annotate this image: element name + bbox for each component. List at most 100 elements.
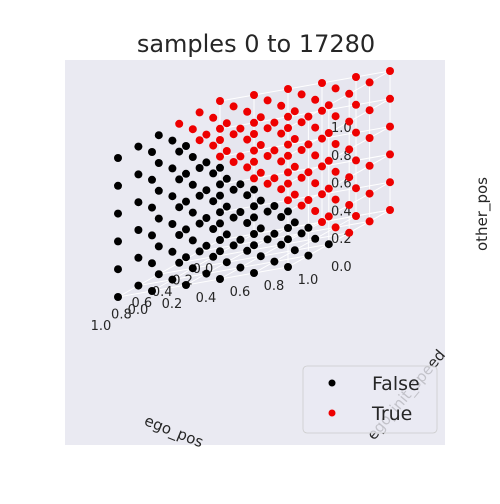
x-tick-label: 0.4: [152, 285, 173, 300]
data-point-true: [277, 101, 286, 110]
data-point-false: [175, 147, 184, 156]
data-point-true: [202, 130, 211, 139]
data-point-false: [250, 230, 258, 238]
data-point-true: [352, 156, 360, 165]
z-tick-label: 0.6: [331, 177, 352, 192]
data-point-false: [148, 259, 156, 268]
data-point-false: [243, 191, 252, 200]
data-point-false: [256, 196, 265, 205]
data-point-false: [154, 131, 163, 140]
data-point-false: [134, 226, 143, 234]
data-point-true: [311, 151, 320, 160]
data-point-true: [365, 217, 374, 226]
data-point-false: [134, 142, 143, 151]
data-point-false: [114, 181, 122, 190]
data-point-true: [284, 179, 292, 188]
data-point-true: [352, 184, 360, 193]
grid-line: [199, 220, 370, 252]
data-point-false: [243, 219, 252, 227]
data-point-false: [195, 247, 204, 256]
data-point-true: [365, 78, 374, 87]
data-point-false: [270, 229, 279, 238]
grid-line: [219, 153, 391, 185]
grid-line: [158, 243, 329, 275]
data-point-true: [188, 125, 197, 134]
z-tick-label: 0.0: [331, 260, 352, 275]
data-point-false: [216, 236, 224, 244]
data-point-false: [114, 209, 122, 218]
data-point-true: [324, 156, 333, 165]
data-point-false: [222, 202, 231, 211]
data-point-false: [277, 213, 286, 221]
data-point-true: [311, 95, 320, 104]
data-point-false: [168, 275, 177, 284]
data-point-true: [263, 124, 272, 133]
data-point-false: [209, 197, 218, 206]
data-point-true: [229, 102, 238, 111]
x-tick-label: 0.6: [131, 296, 152, 311]
data-point-true: [297, 173, 306, 182]
data-point-false: [229, 213, 238, 222]
data-point-true: [284, 140, 292, 149]
z-tick-label: 1.0: [331, 121, 352, 136]
data-point-false: [148, 175, 156, 184]
grid-line: [219, 98, 391, 130]
data-point-true: [324, 101, 333, 110]
data-point-false: [182, 253, 190, 262]
data-point-false: [270, 202, 279, 210]
data-point-false: [202, 158, 211, 167]
data-point-false: [304, 223, 313, 232]
data-point-false: [195, 219, 204, 228]
data-point-false: [154, 214, 163, 223]
data-point-false: [222, 258, 231, 267]
data-point-true: [290, 162, 299, 171]
data-point-false: [216, 163, 224, 172]
data-point-true: [250, 157, 258, 166]
data-point-true: [331, 195, 340, 204]
y-tick-label: 0.8: [264, 279, 285, 294]
data-point-true: [386, 150, 394, 159]
data-point-true: [304, 168, 313, 177]
data-point-true: [270, 118, 279, 127]
data-point-false: [311, 234, 320, 243]
data-point-true: [324, 184, 333, 193]
data-point-false: [270, 257, 279, 266]
data-point-true: [256, 113, 265, 122]
data-point-false: [168, 220, 177, 228]
data-point-true: [386, 122, 394, 131]
data-point-true: [175, 119, 184, 128]
z-axis-label: other_pos: [473, 177, 492, 251]
data-point-false: [175, 203, 184, 212]
data-point-true: [284, 85, 292, 93]
data-point-true: [352, 128, 360, 137]
data-point-true: [263, 96, 272, 105]
data-point-true: [331, 223, 340, 232]
x-tick-label: 1.0: [91, 319, 112, 334]
data-point-false: [216, 208, 224, 217]
legend-label-true: True: [371, 403, 412, 425]
data-point-true: [195, 136, 204, 145]
grid-line: [179, 232, 350, 264]
data-point-false: [256, 252, 265, 261]
data-point-false: [154, 270, 163, 279]
data-point-true: [250, 174, 258, 183]
data-point-true: [277, 129, 286, 138]
data-point-true: [277, 185, 286, 194]
data-point-true: [365, 106, 374, 115]
data-points: [114, 67, 394, 301]
data-point-false: [284, 263, 292, 271]
legend-box: [302, 365, 438, 434]
data-point-true: [290, 190, 299, 199]
data-point-true: [209, 141, 218, 150]
grid-line: [138, 255, 309, 287]
data-point-true: [250, 118, 258, 127]
data-point-true: [365, 189, 374, 198]
legend: False True: [302, 365, 438, 434]
data-point-false: [216, 219, 224, 228]
data-point-false: [202, 214, 211, 222]
data-point-true: [345, 145, 354, 154]
data-point-true: [222, 147, 231, 155]
data-point-true: [284, 151, 292, 160]
data-point-false: [250, 185, 258, 194]
